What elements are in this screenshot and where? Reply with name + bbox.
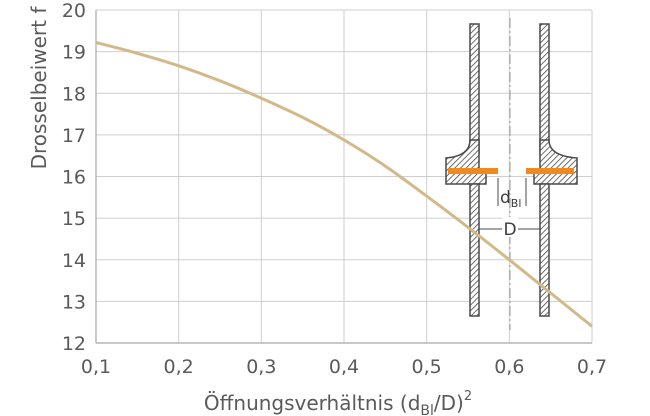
lower-left-pipe-wall (469, 183, 480, 317)
orifice-plate-right (526, 168, 574, 174)
x-tick-label: 0,3 (246, 356, 276, 378)
y-tick-label: 13 (62, 291, 86, 313)
y-tick-label: 18 (62, 83, 86, 105)
x-tick-label: 0,4 (329, 356, 359, 378)
x-axis-title-sup: 2 (464, 389, 472, 404)
series-line-0 (95, 41, 593, 328)
y-tick-label: 19 (62, 42, 86, 64)
dbl-label: dBl (500, 188, 521, 210)
d-label: D (503, 220, 516, 240)
orifice-plate-left (448, 168, 498, 174)
lower-right-pipe-wall (539, 183, 550, 317)
y-tick-label: 16 (62, 167, 86, 189)
x-axis-title-rest: /D) (434, 391, 464, 415)
orifice-pipe-illustration: dBl D (445, 18, 578, 330)
x-tick-label: 0,1 (81, 356, 111, 378)
tick-labels: 0,1 0,2 0,3 0,4 0,5 0,6 0,7 12 13 14 15 16 17 18 19 20 (62, 0, 607, 378)
axes (95, 10, 592, 344)
y-tick-label: 12 (62, 333, 86, 355)
x-tick-label: 0,5 (412, 356, 442, 378)
x-axis-title: Öffnungsverhältnis (dBl/D)2 (204, 389, 472, 416)
x-tick-label: 0,2 (164, 356, 194, 378)
y-tick-label: 15 (62, 208, 86, 230)
x-axis-title-sub: Bl (420, 403, 434, 416)
left-flange (445, 139, 487, 185)
x-tick-label: 0,6 (494, 356, 524, 378)
y-tick-label: 14 (62, 250, 86, 272)
series-layer (95, 41, 593, 328)
y-tick-label: 20 (62, 0, 86, 22)
x-axis-title-main: Öffnungsverhältnis (d (204, 391, 421, 415)
upper-right-pipe-wall (539, 23, 550, 155)
x-tick-label: 0,7 (577, 356, 607, 378)
y-tick-label: 17 (62, 125, 86, 147)
grid (95, 9, 593, 344)
upper-left-pipe-wall (469, 23, 480, 155)
y-axis-title: Drosselbeiwert f (27, 6, 51, 170)
right-flange (533, 139, 578, 185)
